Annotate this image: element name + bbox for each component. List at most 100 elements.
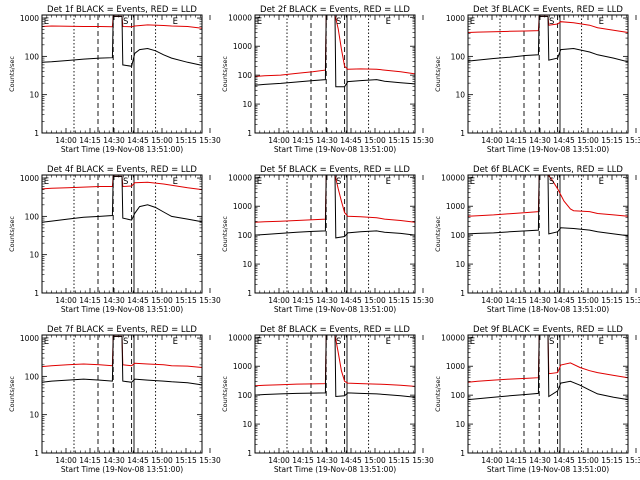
marker-label: S bbox=[123, 337, 128, 347]
x-tick-label: 14:00 bbox=[55, 456, 77, 465]
x-tick-label: 14:15 bbox=[79, 136, 101, 145]
x-tick-label: 14:30 bbox=[529, 136, 551, 145]
y-tick-label: 1000 bbox=[446, 202, 465, 211]
chart-panel-6: Det 6f BLACK = Events, RED = LLD E S E 1 10 10… bbox=[434, 165, 640, 314]
chart-title: Det 5f BLACK = Events, RED = LLD bbox=[260, 165, 410, 175]
chart-title: Det 9f BLACK = Events, RED = LLD bbox=[473, 325, 623, 335]
plot-frame bbox=[41, 174, 203, 294]
x-tick-label: 15:30 bbox=[625, 136, 640, 145]
y-tick-label: 10000 bbox=[228, 173, 252, 182]
y-tick-label: 100 bbox=[451, 391, 466, 400]
chart-title: Det 8f BLACK = Events, RED = LLD bbox=[260, 325, 410, 335]
series-lld-line bbox=[254, 174, 416, 223]
plot-frame bbox=[467, 174, 629, 294]
y-tick-label: 10 bbox=[455, 420, 465, 429]
marker-label: E bbox=[470, 17, 475, 27]
chart-panel-8: Det 8f BLACK = Events, RED = LLD E S E 1 10 10… bbox=[221, 325, 434, 474]
x-tick-label: 15:00 bbox=[364, 456, 386, 465]
series-events-line bbox=[41, 15, 203, 67]
chart-title: Det 1f BLACK = Events, RED = LLD bbox=[47, 5, 197, 15]
y-tick-label: 1000 bbox=[20, 334, 39, 343]
x-tick-label: 14:45 bbox=[340, 136, 362, 145]
x-tick-label: 15:30 bbox=[412, 136, 434, 145]
marker-label: S bbox=[549, 337, 554, 347]
x-tick-label: 15:00 bbox=[151, 136, 173, 145]
marker-label: S bbox=[549, 177, 554, 187]
marker-label: E bbox=[599, 337, 604, 347]
x-tick-label: 15:00 bbox=[577, 296, 599, 305]
marker-label: E bbox=[44, 177, 49, 187]
y-tick-label: 100 bbox=[238, 391, 253, 400]
marker-label: E bbox=[599, 177, 604, 187]
x-tick-label: 14:30 bbox=[316, 456, 338, 465]
y-axis-label: Counts/sec bbox=[434, 56, 442, 92]
x-tick-label: 14:45 bbox=[553, 136, 575, 145]
marker-label: E bbox=[599, 17, 604, 27]
y-tick-label: 100 bbox=[25, 52, 40, 61]
chart-title: Det 3f BLACK = Events, RED = LLD bbox=[473, 5, 623, 15]
x-tick-label: 15:15 bbox=[388, 136, 410, 145]
y-tick-label: 100 bbox=[451, 231, 466, 240]
y-tick-label: 1000 bbox=[233, 362, 252, 371]
x-axis-label: Start Time (19-Nov-08 13:51:00) bbox=[487, 145, 609, 154]
y-axis-label: Counts/sec bbox=[434, 376, 442, 412]
x-tick-label: 14:45 bbox=[127, 136, 149, 145]
y-axis-label: Counts/sec bbox=[221, 216, 229, 252]
x-tick-label: 14:00 bbox=[481, 136, 503, 145]
y-tick-label: 1 bbox=[247, 129, 252, 138]
x-tick-label: 15:15 bbox=[175, 136, 197, 145]
marker-label: S bbox=[336, 337, 341, 347]
chart-panel-2: Det 2f BLACK = Events, RED = LLD E S E 1 10 10… bbox=[221, 5, 434, 154]
y-tick-label: 10 bbox=[29, 91, 39, 100]
x-tick-label: 14:00 bbox=[481, 456, 503, 465]
series-events-line bbox=[254, 14, 416, 88]
plot-frame bbox=[254, 334, 416, 454]
x-tick-label: 14:00 bbox=[268, 136, 290, 145]
x-tick-label: 15:00 bbox=[577, 136, 599, 145]
marker-label: E bbox=[173, 177, 178, 187]
marker-label: E bbox=[44, 337, 49, 347]
marker-label: E bbox=[470, 177, 475, 187]
x-tick-label: 15:30 bbox=[199, 456, 221, 465]
y-tick-label: 10 bbox=[29, 251, 39, 260]
y-tick-label: 100 bbox=[238, 71, 253, 80]
y-tick-label: 1000 bbox=[446, 14, 465, 23]
x-axis-label: Start Time (19-Nov-08 13:51:00) bbox=[274, 305, 396, 314]
x-tick-label: 14:15 bbox=[505, 136, 527, 145]
marker-label: S bbox=[123, 17, 128, 27]
chart-title: Det 4f BLACK = Events, RED = LLD bbox=[47, 165, 197, 175]
x-tick-label: 14:30 bbox=[103, 296, 125, 305]
y-tick-label: 1 bbox=[34, 289, 39, 298]
plot-frame bbox=[467, 14, 629, 134]
x-tick-label: 14:00 bbox=[268, 296, 290, 305]
marker-label: E bbox=[173, 17, 178, 27]
plot-frame bbox=[254, 174, 416, 294]
x-tick-label: 15:00 bbox=[151, 296, 173, 305]
x-tick-label: 15:15 bbox=[175, 296, 197, 305]
x-tick-label: 15:30 bbox=[412, 296, 434, 305]
x-tick-label: 14:00 bbox=[481, 296, 503, 305]
x-tick-label: 14:15 bbox=[79, 456, 101, 465]
x-tick-label: 14:00 bbox=[55, 136, 77, 145]
series-events-line bbox=[41, 335, 203, 386]
x-tick-label: 14:15 bbox=[505, 296, 527, 305]
marker-label: E bbox=[257, 337, 262, 347]
y-tick-label: 1 bbox=[34, 449, 39, 458]
series-events-line bbox=[467, 334, 629, 401]
y-tick-label: 10 bbox=[242, 100, 252, 109]
y-tick-label: 100 bbox=[451, 52, 466, 61]
x-tick-label: 14:45 bbox=[340, 296, 362, 305]
x-tick-label: 14:45 bbox=[340, 456, 362, 465]
y-tick-label: 1000 bbox=[446, 362, 465, 371]
x-tick-label: 14:15 bbox=[292, 296, 314, 305]
x-axis-label: Start Time (19-Nov-08 13:51:00) bbox=[61, 305, 183, 314]
y-tick-label: 10000 bbox=[228, 13, 252, 22]
x-tick-label: 15:30 bbox=[625, 296, 640, 305]
chart-panel-1: Det 1f BLACK = Events, RED = LLD E S E 1 10 10… bbox=[8, 5, 221, 154]
y-tick-label: 10000 bbox=[441, 173, 465, 182]
plot-frame bbox=[254, 14, 416, 134]
y-tick-label: 10 bbox=[455, 91, 465, 100]
x-tick-label: 15:15 bbox=[388, 456, 410, 465]
y-tick-label: 10 bbox=[242, 260, 252, 269]
